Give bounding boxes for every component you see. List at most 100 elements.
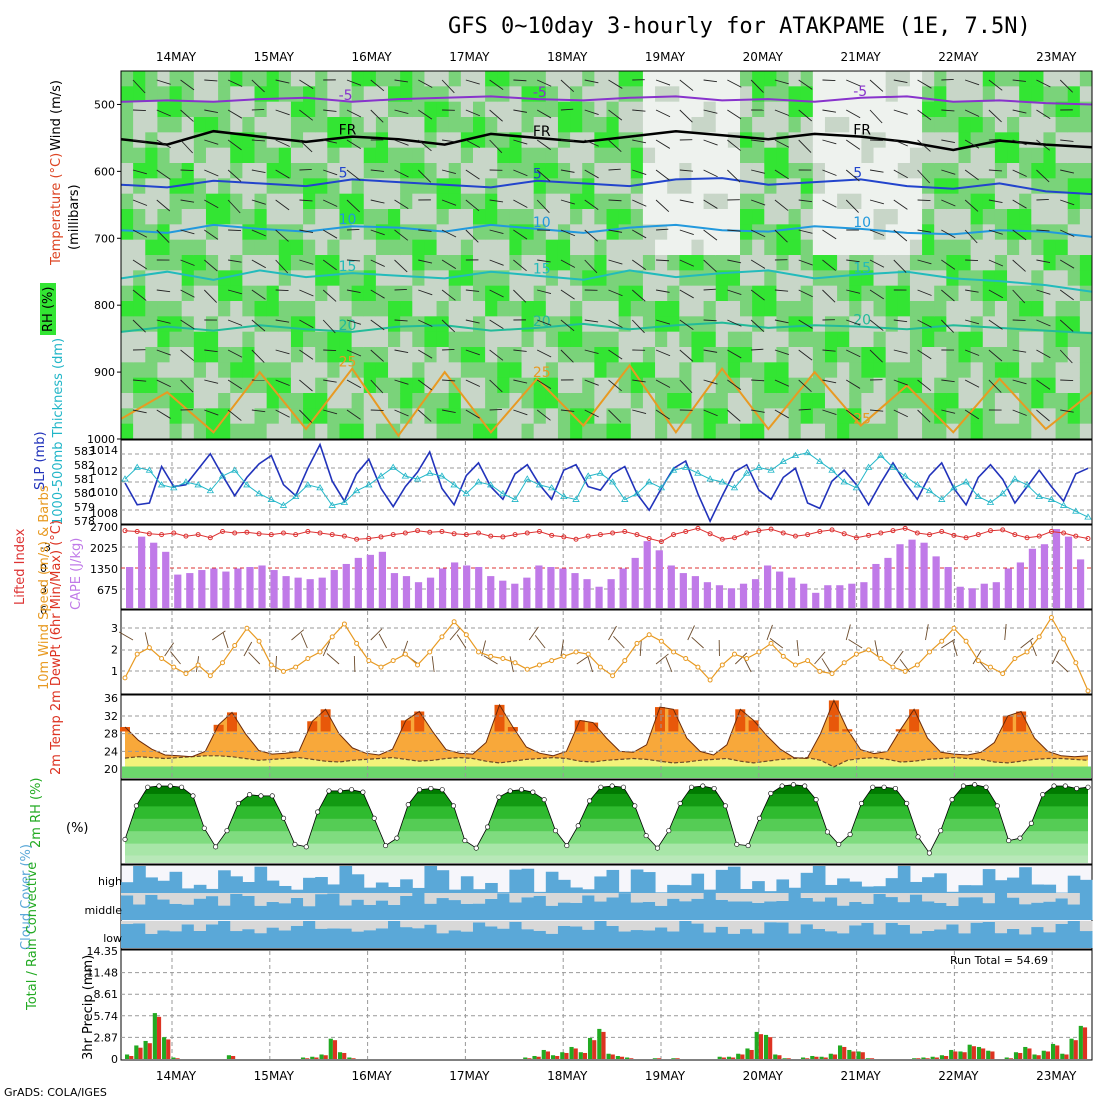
wind-barb	[299, 259, 314, 265]
wind-barb	[227, 79, 243, 87]
thickness-marker	[706, 475, 714, 482]
wind-barb	[941, 379, 955, 383]
cape-bar	[727, 588, 736, 608]
rh-cell	[630, 270, 644, 287]
cloud-gap	[266, 921, 280, 928]
cloud-bar	[800, 872, 814, 893]
cloud-bar	[703, 932, 717, 948]
rh-cell	[303, 285, 316, 302]
rh-cell	[121, 285, 134, 302]
wind-barb	[703, 349, 718, 353]
rh-cell	[266, 239, 280, 256]
rh-marker	[994, 803, 1000, 809]
rh-cell	[254, 178, 268, 195]
cloud-gap	[885, 921, 899, 923]
rh-cell	[812, 147, 826, 164]
cloud-bar	[133, 923, 146, 948]
rh-cell	[1079, 377, 1093, 394]
rh-cell	[837, 270, 850, 287]
precip-total-bar	[550, 1055, 556, 1059]
cloud-bar	[873, 893, 887, 920]
rh-cell	[169, 71, 183, 87]
rh-cell	[1079, 209, 1093, 225]
rh-cell	[1067, 316, 1081, 333]
surface-barb	[734, 652, 748, 665]
rh-cell	[982, 224, 996, 241]
rh-cell	[655, 316, 668, 333]
rh-cell	[193, 117, 207, 133]
rh-cell	[642, 377, 656, 394]
cape-bar	[932, 556, 940, 608]
cloud-bar	[764, 901, 777, 920]
rh-cell	[242, 285, 256, 302]
cloud-bar	[521, 897, 535, 920]
thickness-marker	[389, 463, 397, 470]
rh-cell	[485, 393, 498, 409]
rh-cell	[570, 377, 583, 394]
cloud-bar	[557, 902, 571, 920]
wind-barb	[132, 169, 147, 175]
cloud-bar	[388, 904, 401, 920]
cloud-bar	[776, 922, 790, 948]
rh-cell	[594, 408, 607, 425]
rh-cell	[290, 377, 304, 394]
rh-unit-label: (%)	[66, 821, 89, 836]
rh-cell	[266, 423, 280, 440]
rh-cell	[922, 270, 935, 287]
rh-marker	[1028, 820, 1034, 826]
rh-cell	[715, 209, 729, 225]
rh-cell	[521, 285, 535, 302]
rh-cell	[472, 71, 486, 87]
rh-cell	[667, 193, 680, 210]
rh-cell	[679, 301, 692, 317]
wind-barb	[774, 79, 789, 85]
precip-conv-bar	[619, 1056, 625, 1059]
temp-label: 2m Temp 2m DewPt (6hr Min/Max) (°C)	[49, 520, 64, 775]
precip-conv-bar	[1008, 1058, 1013, 1059]
cloud-gap	[946, 893, 959, 906]
rh-cell	[557, 71, 571, 87]
thickness-tick-label: 581	[74, 473, 95, 486]
rh-cell	[679, 71, 692, 87]
precip-grid	[121, 951, 1092, 1059]
wind-speed-marker	[500, 655, 506, 661]
wind-speed-marker	[817, 668, 823, 674]
rh-cell	[145, 285, 158, 302]
wind-barb	[822, 199, 837, 208]
rh-cell	[497, 163, 510, 179]
wind-barb	[964, 109, 980, 117]
rh-cell	[1043, 71, 1057, 87]
rh-cell	[582, 178, 595, 195]
rh-cell	[254, 209, 268, 225]
rh-cell	[946, 209, 959, 225]
rh-cell	[1067, 71, 1081, 87]
precip-tick-label: 5.74	[94, 1010, 119, 1023]
isotherm-label: 10	[533, 215, 551, 231]
rh-cell	[812, 239, 826, 256]
rh-cell	[922, 347, 935, 363]
rh-cell	[363, 393, 377, 409]
cloud-bar	[242, 895, 256, 920]
isotherm-label: FR	[339, 123, 357, 139]
rh-cell	[339, 255, 353, 271]
rh-cell	[909, 209, 923, 225]
wind-barb	[275, 169, 290, 179]
rh-cell	[424, 408, 438, 425]
rh-cell	[205, 117, 219, 133]
rh-marker	[722, 803, 728, 809]
rh-cell	[764, 193, 777, 210]
rh-cell	[994, 117, 1008, 133]
rh-cell	[230, 301, 243, 317]
wind-barb	[703, 169, 718, 178]
surface-barb	[1020, 637, 1034, 649]
wind-barb	[941, 409, 956, 414]
thickness-marker	[401, 472, 410, 479]
precip-conv-bar	[305, 1058, 310, 1059]
cloud-gap	[1031, 893, 1044, 903]
rh-cell	[752, 331, 765, 348]
cloud-bar	[521, 929, 535, 948]
rh-cell	[946, 377, 959, 394]
rh-cell	[375, 209, 389, 225]
rh-cell	[460, 270, 474, 287]
pressure-tick-label: 500	[94, 98, 115, 111]
